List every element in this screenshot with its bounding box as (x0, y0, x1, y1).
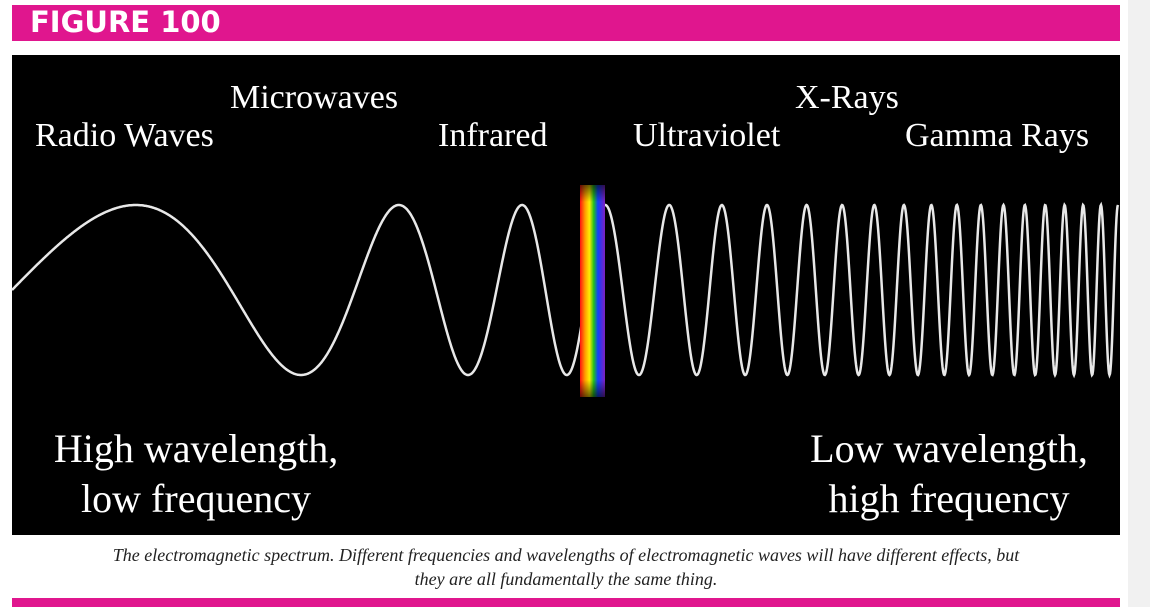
caption-line: they are all fundamentally the same thin… (415, 569, 718, 589)
side-strip (1128, 0, 1150, 607)
band-label: Ultraviolet (633, 117, 781, 154)
caption: The electromagnetic spectrum. Different … (113, 545, 1020, 589)
right-text: Low wavelength, (810, 426, 1088, 471)
left-text: low frequency (81, 476, 311, 521)
figure-image (12, 55, 1120, 535)
caption-line: The electromagnetic spectrum. Different … (113, 545, 1020, 565)
rainbow-fade (580, 185, 605, 397)
left-text: High wavelength, (54, 426, 338, 471)
band-label: Gamma Rays (905, 117, 1089, 154)
band-label: X-Rays (795, 79, 899, 116)
wave (11, 201, 1120, 379)
labels: Radio Waves Microwaves Infrared Ultravio… (35, 79, 1089, 154)
band-label: Radio Waves (35, 117, 214, 154)
right-text: high frequency (828, 476, 1069, 521)
band-label: Infrared (438, 117, 547, 154)
band-label: Microwaves (230, 79, 398, 116)
footer-bar (12, 598, 1120, 607)
captions-in-image: High wavelength, low frequency Low wavel… (54, 426, 1088, 521)
header-bar (12, 5, 1120, 41)
header-title: FIGURE 100 (30, 5, 221, 39)
